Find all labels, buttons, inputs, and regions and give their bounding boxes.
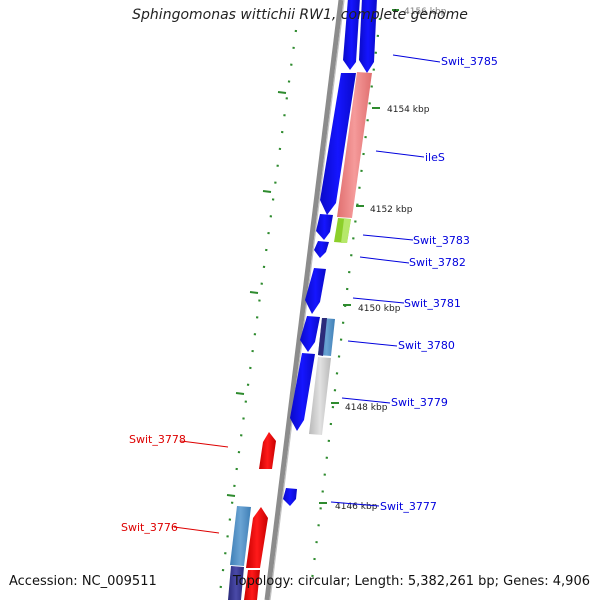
gene-swit3776-bar[interactable]	[230, 506, 251, 566]
tick-label-4146: 4146 kbp	[335, 502, 378, 512]
gene-swit3777-arrow[interactable]	[283, 488, 297, 506]
tick-label-4150: 4150 kbp	[358, 304, 401, 314]
gene-forward-small-1[interactable]	[316, 214, 333, 240]
tick-label-4148: 4148 kbp	[345, 403, 388, 413]
tick-label-4154: 4154 kbp	[387, 105, 430, 115]
gene-label-swit3783[interactable]: Swit_3783	[413, 234, 470, 247]
kbp-ticks	[319, 9, 399, 504]
gene-forward-small-2[interactable]	[314, 241, 329, 258]
genome-title: Sphingomonas wittichii RW1, complete gen…	[132, 7, 468, 23]
forward-strand-genes	[283, 0, 377, 506]
gene-label-swit3780[interactable]: Swit_3780	[398, 339, 455, 352]
reverse-label-leaders	[173, 440, 229, 534]
accession-text: Accession: NC_009511	[9, 574, 157, 589]
forward-label-leaders	[330, 54, 441, 507]
reverse-strand-genes	[244, 432, 276, 600]
gene-upper-forward-arrow[interactable]	[343, 0, 360, 70]
gene-swit3778-arrow[interactable]	[259, 432, 276, 469]
gene-label-swit3777[interactable]: Swit_3777	[380, 500, 437, 513]
gene-long-forward-arrow[interactable]	[320, 73, 356, 215]
topology-summary: Topology: circular; Length: 5,382,261 bp…	[232, 574, 590, 589]
gene-label-swit3781[interactable]: Swit_3781	[404, 297, 461, 310]
gene-swit3781-arrow[interactable]	[305, 268, 326, 314]
gene-label-iles[interactable]: ileS	[425, 151, 445, 164]
gene-bottom-red-bar[interactable]	[244, 570, 260, 600]
gene-label-swit3778[interactable]: Swit_3778	[129, 433, 186, 446]
gene-iles-bar[interactable]	[337, 72, 372, 218]
gene-label-swit3782[interactable]: Swit_3782	[409, 256, 466, 269]
gene-label-swit3776[interactable]: Swit_3776	[121, 521, 178, 534]
gene-label-swit3785[interactable]: Swit_3785	[441, 55, 498, 68]
gene-swit3779-bar[interactable]	[309, 357, 331, 435]
genome-backbone	[264, 0, 344, 601]
gene-bottom-navy-bar[interactable]	[228, 566, 244, 600]
gene-swit3779-arrow[interactable]	[290, 353, 315, 431]
gene-swit3780-arrow[interactable]	[300, 316, 320, 352]
outer-major-ticks	[226, 91, 287, 497]
gene-swit3776-arrow[interactable]	[246, 507, 268, 568]
gene-swit3785-arrow[interactable]	[359, 0, 377, 73]
tick-label-4152: 4152 kbp	[370, 205, 413, 215]
gene-label-swit3779[interactable]: Swit_3779	[391, 396, 448, 409]
tick-label-4156: 4156 kbp	[404, 7, 447, 17]
